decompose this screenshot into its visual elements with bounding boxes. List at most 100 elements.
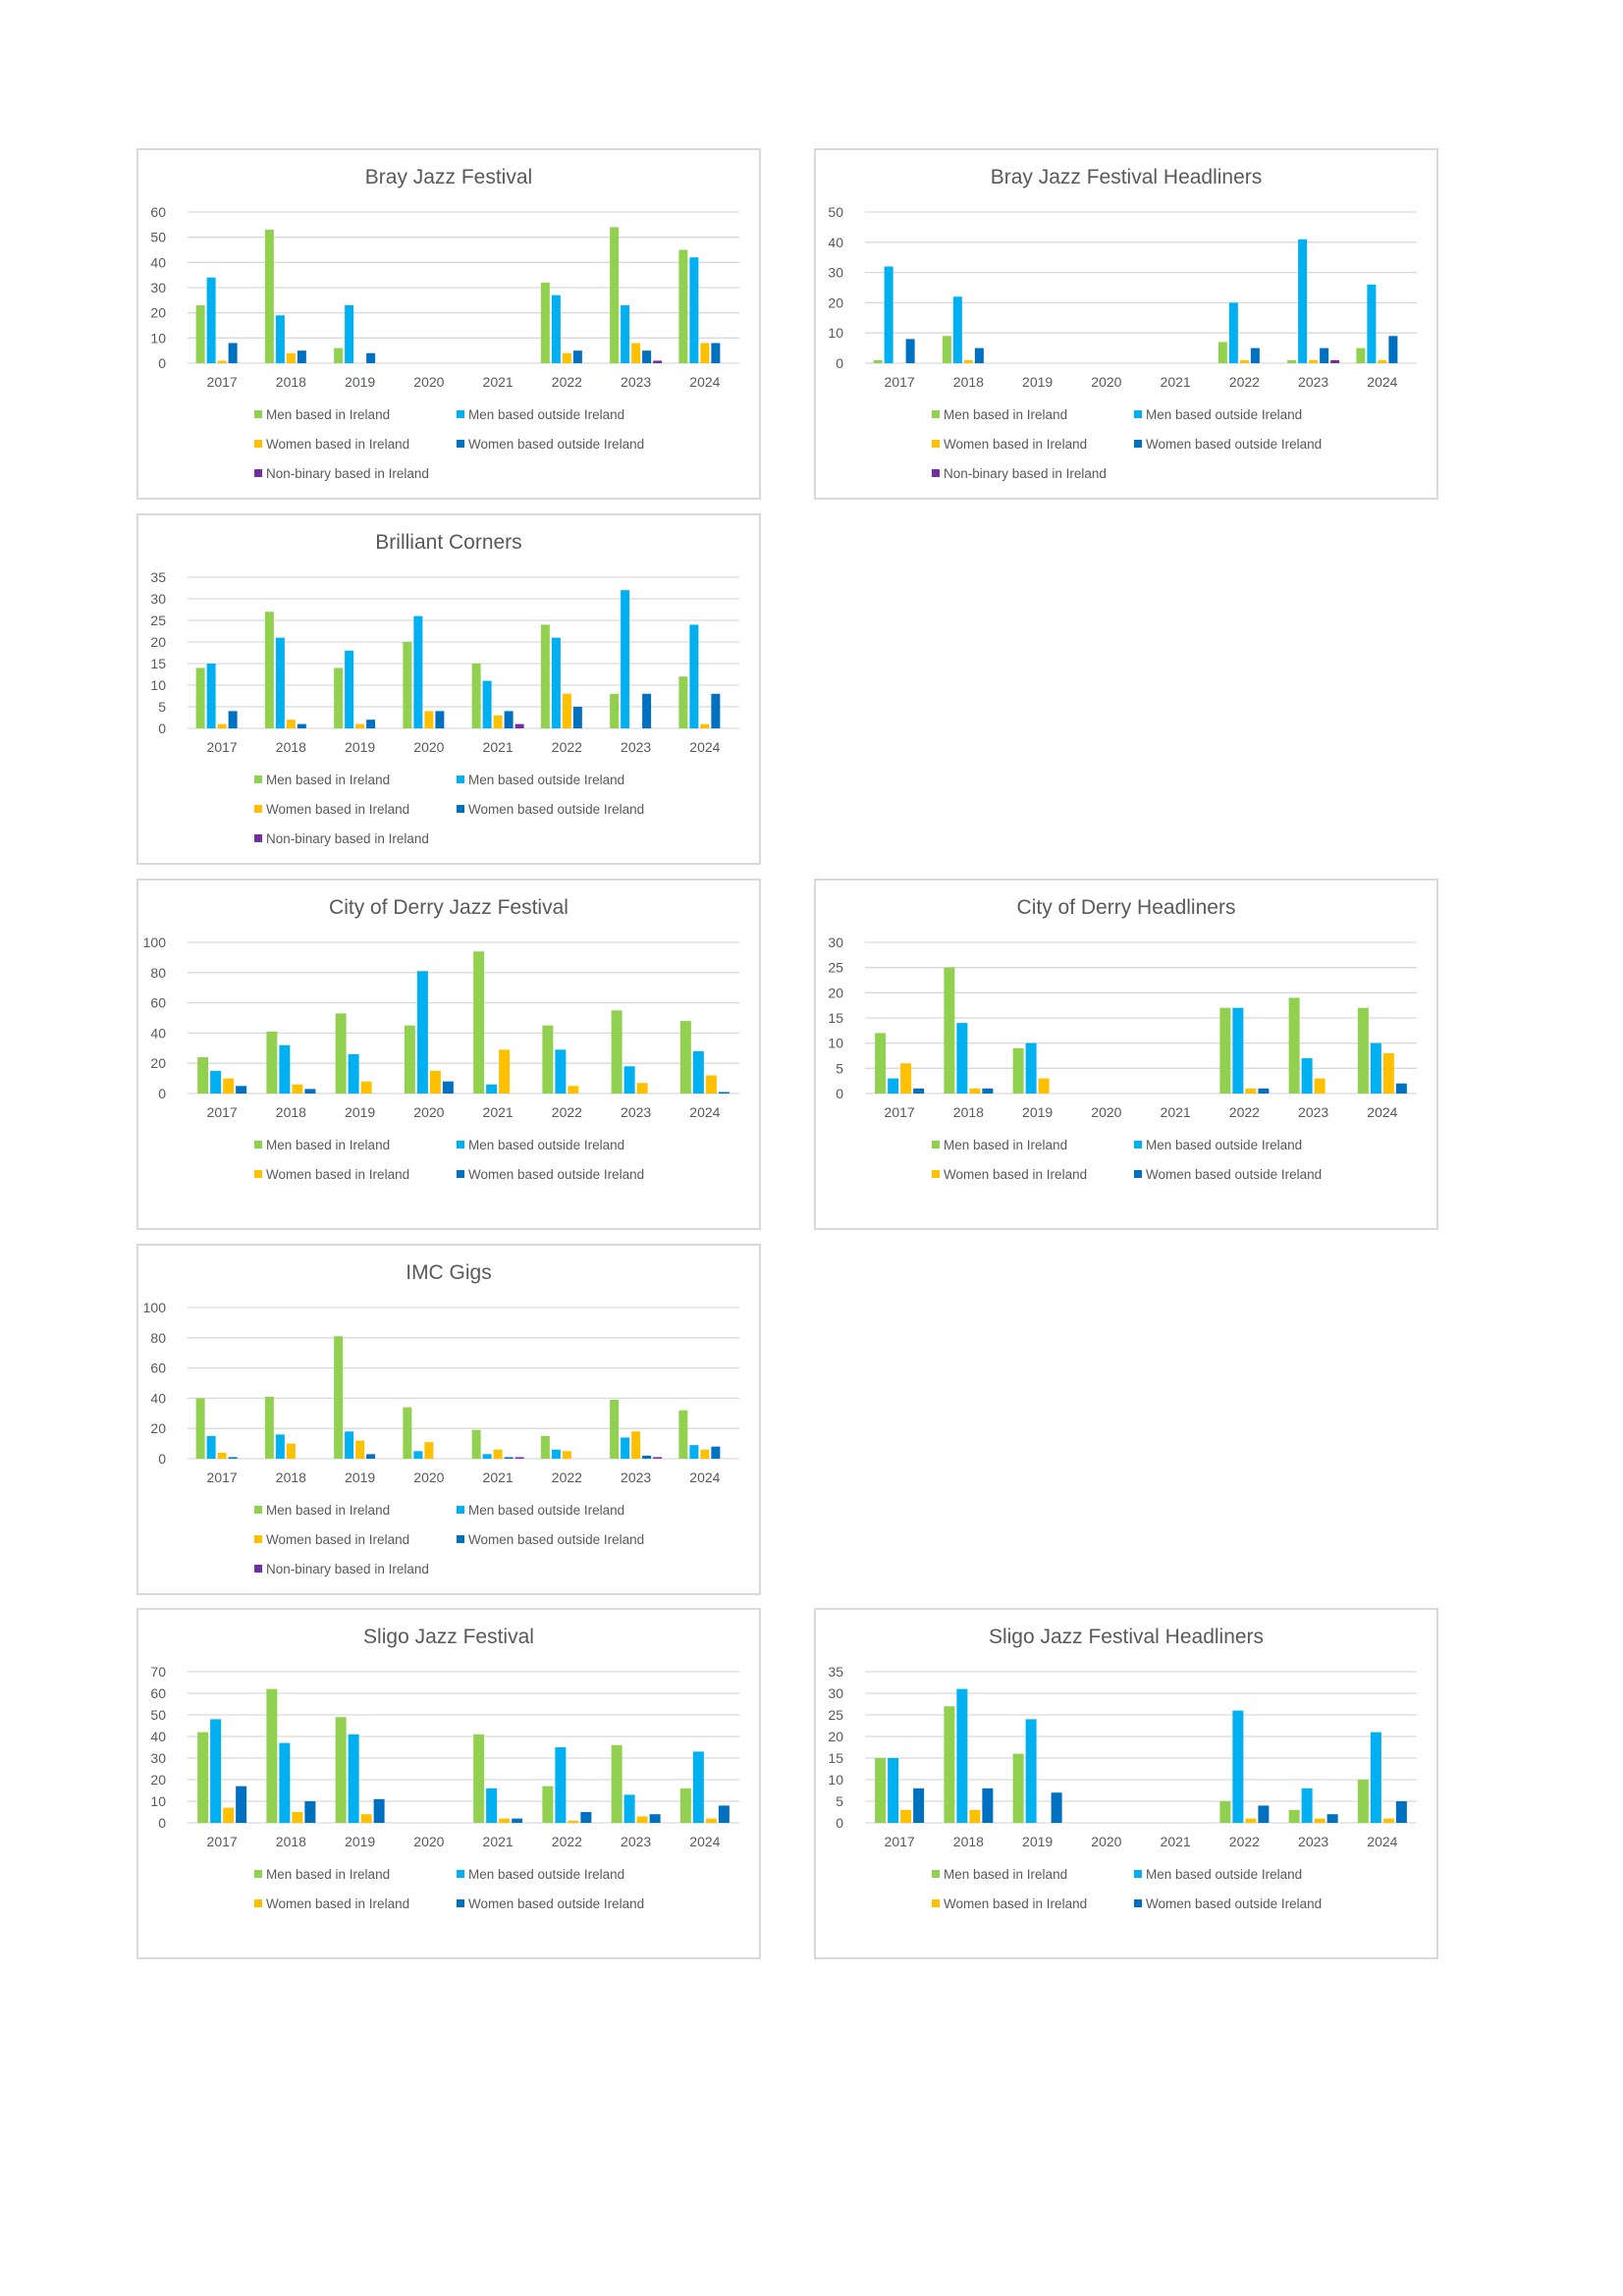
legend-swatch <box>1134 410 1142 418</box>
chart-title: Bray Jazz Festival <box>365 166 532 188</box>
y-tick-label: 50 <box>828 204 843 220</box>
chart-bray-jazz-festival-headliners: Bray Jazz Festival Headliners 0 10 20 30 40 50… <box>814 148 1438 500</box>
x-tick-label: 2020 <box>413 1834 444 1849</box>
bar-women-based-in-ireland-2017 <box>900 1809 912 1823</box>
y-tick-label: 40 <box>150 1729 166 1744</box>
bar-women-based-in-ireland-2024 <box>1382 1052 1394 1094</box>
bar-men-based-outside-ireland-2019 <box>345 650 354 728</box>
bar-women-based-in-ireland-2024 <box>1382 1818 1394 1823</box>
bar-women-based-outside-ireland-2018 <box>297 723 306 728</box>
legend-swatch <box>254 834 262 842</box>
x-tick-label: 2017 <box>885 1834 915 1849</box>
bar-women-based-in-ireland-2019 <box>355 1440 365 1459</box>
x-tick-label: 2018 <box>276 1834 306 1849</box>
bar-men-based-in-ireland-2018 <box>264 612 274 728</box>
bar-women-based-in-ireland-2024 <box>700 1449 710 1459</box>
bar-men-based-in-ireland-2023 <box>1288 1809 1300 1823</box>
y-tick-label: 0 <box>836 1815 843 1831</box>
bar-men-based-outside-ireland-2017 <box>884 266 893 363</box>
bar-women-based-outside-ireland-2021 <box>504 1457 514 1459</box>
bar-men-based-outside-ireland-2021 <box>486 1788 498 1823</box>
bar-men-based-in-ireland-2020 <box>403 642 412 728</box>
legend-swatch <box>457 1870 464 1878</box>
x-tick-label: 2022 <box>552 739 582 755</box>
legend-label: Women based outside Ireland <box>468 802 644 817</box>
y-tick-label: 10 <box>828 1772 843 1788</box>
bar-men-based-in-ireland-2024 <box>1356 347 1366 363</box>
bar-men-based-outside-ireland-2024 <box>1370 1732 1381 1823</box>
x-tick-label: 2021 <box>1161 1834 1191 1849</box>
legend-label: Non-binary based in Ireland <box>266 831 429 846</box>
y-tick-label: 20 <box>828 294 843 310</box>
legend-swatch <box>932 440 940 448</box>
bar-women-based-outside-ireland-2017 <box>913 1088 925 1094</box>
chart-sligo-jazz-festival: Sligo Jazz Festival 0 10 20 30 40 50 60 70 2017 20… <box>136 1608 761 1959</box>
x-tick-label: 2018 <box>276 1104 306 1120</box>
y-tick-label: 60 <box>150 204 166 220</box>
bar-men-based-outside-ireland-2022 <box>551 1449 561 1459</box>
bar-women-based-outside-ireland-2024 <box>718 1092 730 1094</box>
bar-men-based-in-ireland-2019 <box>335 1013 347 1094</box>
bar-women-based-in-ireland-2022 <box>1239 359 1249 363</box>
bar-men-based-outside-ireland-2022 <box>555 1747 567 1823</box>
bar-men-based-in-ireland-2024 <box>678 249 688 363</box>
x-tick-label: 2023 <box>621 1469 651 1485</box>
bar-women-based-outside-ireland-2024 <box>711 343 721 363</box>
x-tick-label: 2022 <box>1229 1834 1260 1849</box>
bar-non-binary-based-in-ireland-2023 <box>653 1457 663 1459</box>
bar-non-binary-based-in-ireland-2021 <box>514 723 524 728</box>
x-tick-label: 2020 <box>1091 374 1121 390</box>
x-tick-label: 2017 <box>885 374 915 390</box>
bar-men-based-in-ireland-2019 <box>1012 1753 1024 1823</box>
legend-label: Women based outside Ireland <box>1146 437 1322 452</box>
bar-women-based-outside-ireland-2019 <box>366 352 376 363</box>
bar-women-based-outside-ireland-2024 <box>1395 1083 1407 1094</box>
y-tick-label: 70 <box>150 1664 166 1680</box>
legend-swatch <box>254 1170 262 1178</box>
bar-women-based-outside-ireland-2022 <box>1250 347 1260 363</box>
y-tick-label: 0 <box>158 1815 166 1831</box>
bar-men-based-outside-ireland-2022 <box>1228 302 1238 363</box>
bar-women-based-in-ireland-2022 <box>562 1451 571 1459</box>
bar-women-based-outside-ireland-2023 <box>1326 1814 1338 1823</box>
bar-men-based-in-ireland-2022 <box>540 282 550 363</box>
legend-label: Non-binary based in Ireland <box>266 466 429 481</box>
chart-bray-jazz-festival: Bray Jazz Festival 0 10 20 30 40 50 60 2017 2018 2… <box>136 148 761 500</box>
legend-label: Men based outside Ireland <box>468 1867 624 1882</box>
legend-swatch <box>254 440 262 448</box>
x-tick-label: 2022 <box>552 1469 582 1485</box>
bar-men-based-in-ireland-2024 <box>1357 1007 1369 1094</box>
legend-swatch <box>254 469 262 477</box>
bar-women-based-in-ireland-2022 <box>568 1820 579 1823</box>
legend-swatch <box>1134 1141 1142 1148</box>
y-tick-label: 40 <box>150 1025 166 1041</box>
y-tick-label: 80 <box>150 1330 166 1346</box>
bar-men-based-outside-ireland-2018 <box>952 296 962 363</box>
legend-swatch <box>457 805 464 813</box>
bar-men-based-in-ireland-2024 <box>679 1788 691 1823</box>
y-tick-label: 25 <box>828 960 843 976</box>
bar-men-based-in-ireland-2022 <box>540 624 550 728</box>
y-tick-label: 0 <box>158 355 166 371</box>
x-tick-label: 2021 <box>483 1104 514 1120</box>
bar-women-based-in-ireland-2023 <box>1309 359 1319 363</box>
x-tick-label: 2018 <box>953 1104 984 1120</box>
y-tick-label: 20 <box>150 1772 166 1788</box>
chart-sligo-jazz-festival-headliners: Sligo Jazz Festival Headliners 0 5 10 15 20 25… <box>814 1608 1438 1959</box>
chart-imc-gigs: IMC Gigs 0 20 40 60 80 100 2017 2018 2019 2020 2021… <box>136 1244 761 1595</box>
legend-label: Men based outside Ireland <box>1146 1867 1302 1882</box>
x-tick-label: 2023 <box>1298 1104 1328 1120</box>
bar-men-based-outside-ireland-2018 <box>279 1742 291 1823</box>
bar-men-based-outside-ireland-2024 <box>689 1445 699 1459</box>
chart-svg: City of Derry Headliners 0 5 10 15 20 25 30 2017… <box>828 896 1417 1182</box>
bar-men-based-outside-ireland-2018 <box>275 637 285 728</box>
x-tick-label: 2017 <box>885 1104 915 1120</box>
bar-women-based-in-ireland-2018 <box>286 720 296 728</box>
bar-men-based-in-ireland-2018 <box>942 336 951 363</box>
bar-men-based-outside-ireland-2017 <box>210 1719 222 1823</box>
legend-label: Women based in Ireland <box>944 1167 1087 1182</box>
legend-label: Women based in Ireland <box>266 1896 409 1911</box>
x-tick-label: 2023 <box>1298 1834 1328 1849</box>
bar-men-based-in-ireland-2018 <box>266 1031 278 1094</box>
y-tick-label: 40 <box>150 1390 166 1406</box>
